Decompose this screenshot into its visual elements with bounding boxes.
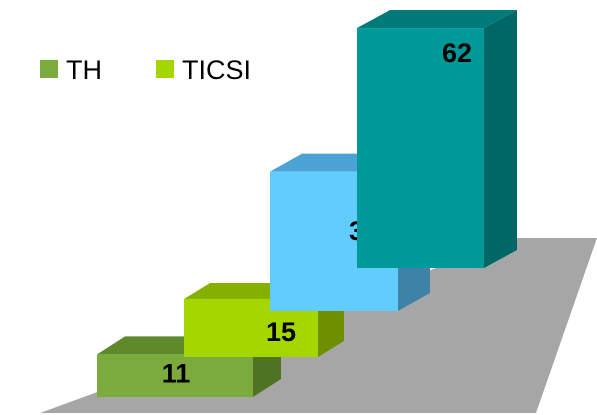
bar-4: 62 bbox=[357, 10, 517, 269]
bar-1-value-label: 11 bbox=[162, 358, 191, 388]
legend-swatch-th bbox=[40, 60, 58, 78]
legend: TH TICSI bbox=[40, 55, 251, 85]
legend-swatch-ticsi bbox=[156, 60, 174, 78]
bar-4-front bbox=[357, 28, 484, 269]
bar-4-top bbox=[357, 10, 517, 29]
bar-1-front bbox=[97, 354, 253, 397]
bar-4-value-label: 62 bbox=[442, 38, 472, 68]
bar-4-side bbox=[484, 10, 517, 269]
bars-group: 11153662 bbox=[97, 10, 517, 397]
bar-2-value-label: 15 bbox=[266, 317, 296, 347]
legend-label-th: TH bbox=[66, 55, 102, 85]
legend-label-ticsi: TICSI bbox=[182, 55, 251, 85]
